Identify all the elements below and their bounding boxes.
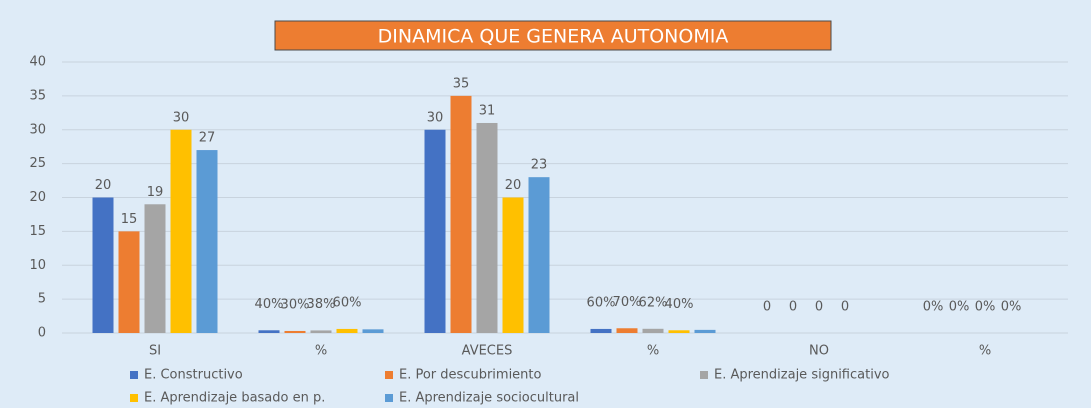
- data-label: 30%: [281, 297, 310, 312]
- y-tick-label: 40: [29, 55, 46, 70]
- data-label: 31: [479, 103, 496, 118]
- title-box: [274, 20, 832, 51]
- y-tick-label: 5: [38, 292, 46, 307]
- data-label: 23: [531, 158, 548, 173]
- bar: [310, 330, 332, 333]
- bar: [450, 95, 472, 333]
- data-label: 0: [789, 300, 797, 315]
- data-label: 30: [427, 110, 444, 125]
- x-tick-label: SI: [149, 344, 161, 359]
- legend-swatch: [130, 371, 138, 379]
- data-label: 27: [199, 131, 216, 146]
- bar: [694, 329, 716, 333]
- data-label: 35: [453, 76, 470, 91]
- bar: [424, 129, 446, 333]
- data-label: 30: [173, 110, 190, 125]
- data-label: 62%: [639, 295, 668, 310]
- legend-label: E. Aprendizaje basado en p.: [144, 391, 325, 406]
- data-label: 0%: [975, 300, 996, 315]
- x-tick-label: AVECES: [462, 344, 513, 359]
- x-tick-label: %: [315, 344, 327, 359]
- legend-swatch: [130, 394, 138, 402]
- data-label: 0: [815, 300, 823, 315]
- x-tick-label: %: [979, 344, 991, 359]
- bar: [502, 197, 524, 333]
- y-tick-label: 10: [29, 258, 46, 273]
- legend-swatch: [385, 394, 393, 402]
- bar: [284, 330, 306, 333]
- data-label: 15: [121, 212, 138, 227]
- data-label: 20: [505, 178, 522, 193]
- bar: [362, 329, 384, 333]
- legend-label: E. Aprendizaje sociocultural: [399, 391, 579, 406]
- y-tick-label: 30: [29, 122, 46, 137]
- bar: [590, 328, 612, 333]
- legend-swatch: [700, 371, 708, 379]
- data-label: 0%: [1001, 300, 1022, 315]
- data-label: 19: [147, 185, 164, 200]
- legend-swatch: [385, 371, 393, 379]
- data-label: 0%: [923, 300, 944, 315]
- bar: [642, 328, 664, 333]
- bar: [170, 129, 192, 333]
- bar: [92, 197, 114, 333]
- x-tick-label: NO: [809, 344, 829, 359]
- data-label: 40%: [665, 297, 694, 312]
- bar: [118, 231, 140, 333]
- y-tick-label: 0: [38, 326, 46, 341]
- data-label: 0%: [949, 300, 970, 315]
- data-label: 20: [95, 178, 112, 193]
- legend-label: E. Aprendizaje significativo: [714, 368, 890, 383]
- x-tick-label: %: [647, 344, 659, 359]
- legend-label: E. Constructivo: [144, 368, 243, 383]
- y-tick-label: 15: [29, 224, 46, 239]
- bar: [528, 177, 550, 333]
- y-tick-label: 25: [29, 156, 46, 171]
- data-label: 60%: [587, 295, 616, 310]
- data-label: 0: [763, 300, 771, 315]
- legend-label: E. Por descubrimiento: [399, 368, 542, 383]
- chart-title: DINAMICA QUE GENERA AUTONOMIA: [378, 26, 729, 48]
- bar: [196, 150, 218, 333]
- bar: [336, 328, 358, 333]
- bar: [258, 330, 280, 333]
- data-label: 38%: [307, 297, 336, 312]
- bar: [668, 330, 690, 333]
- y-tick-label: 35: [29, 88, 46, 103]
- data-label: 60%: [333, 295, 362, 310]
- bar: [144, 204, 166, 333]
- data-label: 70%: [613, 295, 642, 310]
- y-tick-label: 20: [29, 190, 46, 205]
- data-label: 0: [841, 300, 849, 315]
- bar: [476, 122, 498, 333]
- data-label: 40%: [255, 297, 284, 312]
- bar: [616, 328, 638, 333]
